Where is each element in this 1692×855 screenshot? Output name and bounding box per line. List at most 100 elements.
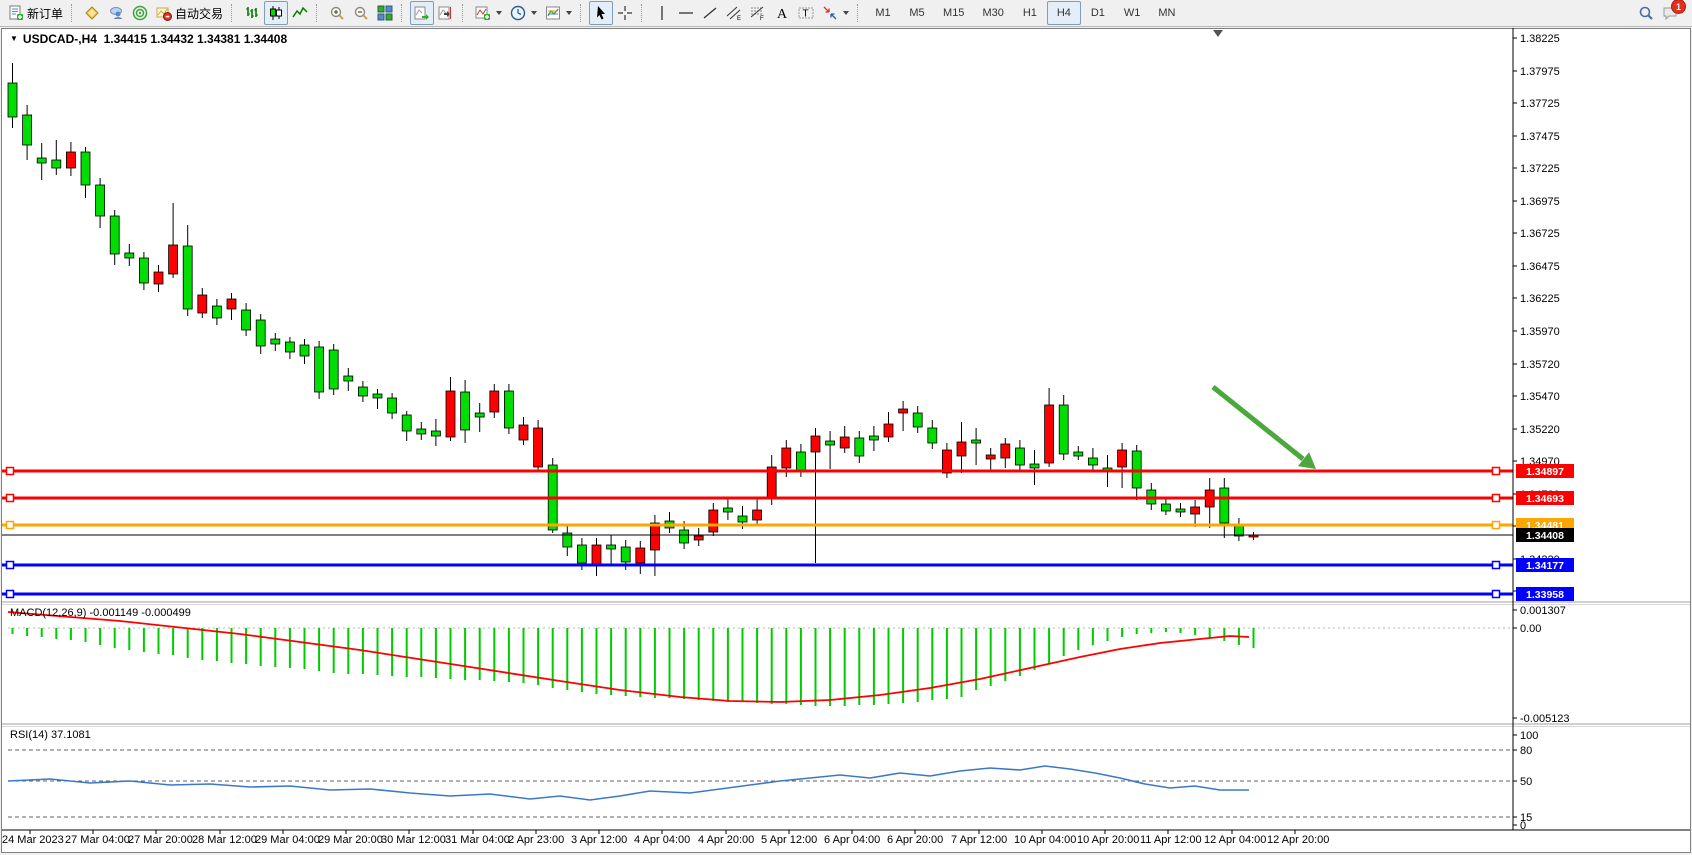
candle-body: [533, 427, 543, 468]
horizontal-line-button[interactable]: [674, 1, 698, 25]
price-line-label: 1.33958: [1526, 589, 1564, 601]
candle-body: [1044, 404, 1054, 464]
crosshair-button[interactable]: [613, 1, 637, 25]
line-handle[interactable]: [1491, 466, 1501, 476]
tf-m1-button[interactable]: M1: [866, 1, 900, 25]
tf-m15-button[interactable]: M15: [934, 1, 973, 25]
rsi-value: 37.1081: [50, 729, 91, 741]
candle-body: [591, 544, 602, 567]
trendline-button[interactable]: [698, 1, 722, 25]
tf-w1-button[interactable]: W1: [1115, 1, 1150, 25]
candle-body: [781, 447, 792, 469]
chevron-down-icon[interactable]: [496, 11, 503, 15]
chevron-down-icon[interactable]: [566, 11, 573, 15]
line-handle[interactable]: [1491, 560, 1501, 570]
candle-body: [328, 349, 339, 390]
price-tick: 1.35970: [1520, 326, 1560, 338]
line-handle[interactable]: [5, 466, 15, 476]
macd-label: MACD(12,26,9) -0.001149 -0.000499: [10, 607, 191, 619]
arrows-button[interactable]: [818, 1, 853, 25]
zoom-out-icon: [354, 6, 368, 20]
date-tick: 27 Mar 20:00: [128, 834, 193, 846]
line-handle[interactable]: [5, 493, 15, 503]
chevron-down-icon[interactable]: [843, 11, 850, 15]
trend-arrow-annotation[interactable]: [1211, 385, 1316, 469]
date-tick: 6 Apr 04:00: [824, 834, 880, 846]
signals-button[interactable]: [128, 1, 152, 25]
tf-mn-button[interactable]: MN: [1149, 1, 1184, 25]
date-tick: 10 Apr 04:00: [1014, 834, 1076, 846]
text-button[interactable]: A: [770, 1, 794, 25]
horizontal-line-icon: [679, 12, 694, 14]
candle-body: [1015, 447, 1025, 466]
fibonacci-button[interactable]: F: [746, 1, 770, 25]
candle-body: [343, 375, 354, 382]
history-data-icon: [85, 6, 99, 20]
tf-m30-button[interactable]: M30: [973, 1, 1012, 25]
candle-body: [138, 257, 149, 284]
horizontal-lines[interactable]: [2, 466, 1513, 599]
templates-button[interactable]: [541, 1, 576, 25]
auto-scroll-button[interactable]: [410, 1, 435, 25]
date-tick: 12 Apr 20:00: [1267, 834, 1329, 846]
auto-scroll-icon: [414, 6, 430, 20]
candle-body: [284, 341, 295, 353]
indicators-button[interactable]: [471, 1, 506, 25]
new-order-button-label: 新订单: [27, 6, 64, 21]
line-handle[interactable]: [1491, 493, 1501, 503]
candle-body: [752, 509, 762, 521]
candle-body: [1117, 449, 1127, 468]
toolbar-group: [589, 1, 637, 25]
text-label-icon: T: [798, 7, 814, 20]
new-order-icon: [9, 5, 23, 20]
line-handle[interactable]: [1491, 589, 1501, 599]
tf-m5-button[interactable]: M5: [900, 1, 934, 25]
candle-body: [314, 346, 325, 393]
price-line-label: 1.34408: [1526, 530, 1564, 542]
cursor-button[interactable]: [589, 1, 614, 25]
price-tick: 1.36475: [1520, 261, 1560, 273]
tf-h4-button[interactable]: H4: [1046, 1, 1081, 25]
line-handle[interactable]: [5, 589, 15, 599]
candle-body: [635, 547, 646, 564]
tf-d1-button[interactable]: D1: [1081, 1, 1115, 25]
tf-h1-button[interactable]: H1: [1013, 1, 1047, 25]
tile-windows-button[interactable]: [373, 1, 397, 25]
rsi-axis: 100 80 50 150: [1513, 730, 1538, 832]
date-tick: 24 Mar 2023: [2, 834, 64, 846]
chart-shift-button[interactable]: [434, 1, 458, 25]
notifications-button[interactable]: 1: [1658, 0, 1686, 25]
candlestick-chart-button[interactable]: [264, 1, 289, 25]
line-chart-icon: [292, 6, 308, 18]
publisher-button[interactable]: [104, 1, 128, 25]
rsi-level-lines: [8, 749, 1513, 818]
symbol-menu-icon[interactable]: [10, 32, 18, 46]
chevron-down-icon[interactable]: [531, 11, 538, 15]
line-chart-button[interactable]: [288, 1, 312, 25]
text-label-button[interactable]: T: [794, 1, 818, 25]
vertical-line-button[interactable]: [650, 1, 674, 25]
auto-trading-button[interactable]: 自动交易: [152, 1, 227, 25]
price-tick: 1.35220: [1520, 424, 1560, 436]
candle-body: [737, 515, 748, 523]
candle-body: [927, 427, 938, 444]
line-handle[interactable]: [5, 520, 15, 530]
line-handle[interactable]: [1491, 520, 1501, 530]
candle-body: [153, 271, 164, 285]
search-button[interactable]: [1634, 1, 1658, 25]
bar-chart-button[interactable]: [240, 1, 264, 25]
zoom-out-button[interactable]: [349, 1, 373, 25]
tf-d1-button-label: D1: [1090, 7, 1105, 19]
zoom-in-button[interactable]: [325, 1, 349, 25]
history-data-button[interactable]: [80, 1, 104, 25]
date-tick: 29 Mar 20:00: [318, 834, 383, 846]
macd-axis-tick: -0.005123: [1520, 713, 1570, 725]
new-order-button[interactable]: 新订单: [4, 1, 67, 25]
candle-body: [401, 414, 412, 432]
equidistant-channel-button[interactable]: E: [722, 1, 746, 25]
macd-main-value: -0.001149: [89, 607, 139, 619]
line-handle[interactable]: [5, 560, 15, 570]
rsi-axis-tick: 15: [1520, 812, 1532, 824]
periods-button[interactable]: [506, 1, 541, 25]
